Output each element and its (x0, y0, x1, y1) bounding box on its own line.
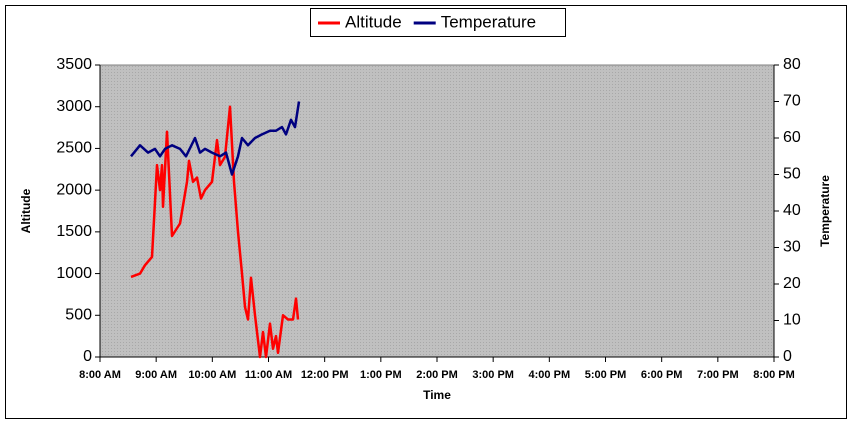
series-line (130, 101, 301, 176)
y2-tick-label: 50 (783, 166, 801, 183)
x-axis-label: Time (423, 388, 451, 402)
y2-tick-label: 40 (783, 202, 801, 219)
x-tick-label: 10:00 AM (188, 369, 236, 381)
y-tick-label: 2000 (56, 181, 92, 198)
y-tick-label: 3500 (56, 56, 92, 73)
legend-label: Temperature (441, 12, 536, 31)
x-tick-label: 5:00 PM (585, 369, 627, 381)
legend: Altitude Temperature (310, 8, 566, 37)
x-tick-label: 8:00 PM (753, 369, 795, 381)
x-tick-label: 8:00 AM (79, 369, 121, 381)
y2-tick-label: 30 (783, 239, 801, 256)
x-tick-label: 1:00 PM (360, 369, 402, 381)
y2-tick-label: 10 (783, 312, 801, 329)
y-tick-label: 1000 (56, 265, 92, 282)
y-tick-label: 500 (65, 307, 92, 324)
x-tick-label: 12:00 PM (301, 369, 349, 381)
y2-tick-label: 20 (783, 275, 801, 292)
y2-axis-label: Temperature (818, 175, 832, 247)
x-tick-label: 3:00 PM (472, 369, 514, 381)
series-line (130, 105, 300, 359)
y-tick-label: 1500 (56, 223, 92, 240)
plot-area (99, 64, 775, 358)
x-tick-label: 7:00 PM (697, 369, 739, 381)
legend-box (310, 8, 566, 37)
y-tick-label: 3000 (56, 98, 92, 115)
legend-label: Altitude (345, 12, 402, 31)
y2-tick-label: 70 (783, 93, 801, 110)
x-tick-label: 9:00 AM (135, 369, 177, 381)
y-tick-label: 0 (83, 348, 92, 365)
y2-tick-label: 60 (783, 129, 801, 146)
y2-tick-label: 80 (783, 56, 801, 73)
x-tick-label: 11:00 AM (245, 369, 292, 381)
x-tick-label: 2:00 PM (416, 369, 458, 381)
y-axis-label: Altitude (19, 188, 33, 233)
x-tick-label: 6:00 PM (641, 369, 683, 381)
y2-tick-label: 0 (783, 348, 792, 365)
x-tick-label: 4:00 PM (529, 369, 571, 381)
y-tick-label: 2500 (56, 140, 92, 157)
